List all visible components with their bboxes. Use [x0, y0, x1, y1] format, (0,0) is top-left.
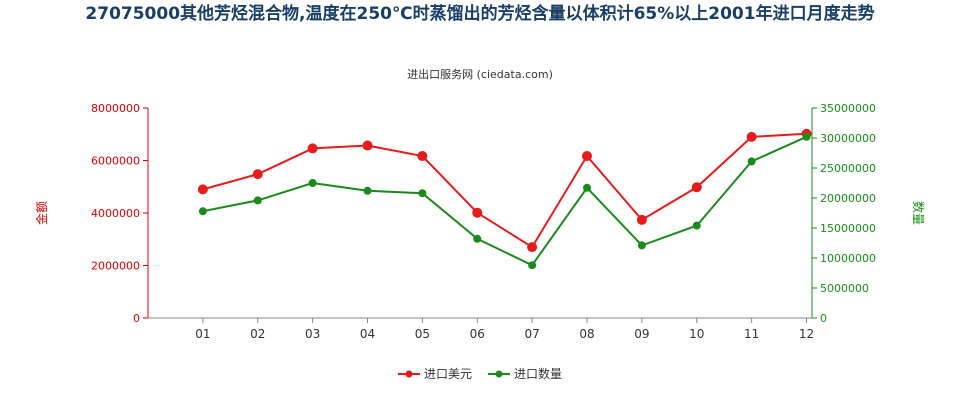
data-point-import-quantity	[637, 241, 646, 250]
data-point-import-value	[691, 182, 702, 193]
x-tick-label: 12	[799, 327, 814, 341]
x-tick-label: 01	[195, 327, 210, 341]
right-tick-label: 5000000	[820, 282, 869, 295]
x-tick-label: 05	[415, 327, 430, 341]
data-point-import-value	[582, 151, 593, 162]
data-point-import-value	[362, 140, 373, 151]
right-tick-label: 15000000	[820, 222, 876, 235]
x-tick-label: 03	[305, 327, 320, 341]
data-point-import-value	[307, 143, 318, 154]
data-point-import-quantity	[198, 207, 207, 216]
legend-label-import-value: 进口美元	[424, 367, 472, 381]
data-point-import-value	[417, 151, 428, 162]
data-point-import-quantity	[363, 186, 372, 195]
left-tick-label: 4000000	[91, 207, 140, 220]
legend-label-import-quantity: 进口数量	[514, 366, 562, 381]
data-point-import-value	[472, 207, 483, 218]
right-tick-label: 0	[820, 312, 827, 325]
x-tick-label: 09	[634, 327, 649, 341]
right-tick-label: 35000000	[820, 102, 876, 115]
chart-subtitle: 进出口服务网 (ciedata.com)	[407, 68, 553, 81]
left-tick-label: 8000000	[91, 102, 140, 115]
series-line-import-value	[202, 132, 807, 249]
x-tick-label: 11	[744, 327, 759, 341]
right-tick-label: 10000000	[820, 252, 876, 265]
data-point-import-quantity	[418, 189, 427, 198]
data-point-import-value	[636, 214, 647, 225]
right-tick-label: 20000000	[820, 192, 876, 205]
y-left-axis-label: 金额	[34, 201, 49, 225]
data-point-import-quantity	[473, 234, 482, 243]
data-point-import-quantity	[253, 196, 262, 205]
chart-title: 27075000其他芳烃混合物,温度在250℃时蒸馏出的芳烃含量以体积计65%以…	[85, 4, 875, 24]
left-tick-label: 0	[133, 312, 140, 325]
data-point-import-quantity	[802, 132, 811, 141]
data-point-import-value	[746, 131, 757, 142]
x-tick-label: 07	[524, 327, 539, 341]
legend-marker-import-quantity	[495, 370, 503, 378]
data-point-import-quantity	[528, 261, 537, 270]
y-right-axis-label: 数量	[911, 201, 926, 225]
right-tick-label: 25000000	[820, 162, 876, 175]
x-tick-label: 10	[689, 327, 704, 341]
data-point-import-quantity	[747, 157, 756, 166]
x-tick-label: 08	[579, 327, 594, 341]
x-tick-label: 02	[250, 327, 265, 341]
data-point-import-value	[252, 169, 263, 180]
data-point-import-quantity	[308, 179, 317, 187]
data-point-import-value	[197, 184, 208, 195]
x-tick-label: 04	[360, 327, 375, 341]
right-tick-label: 30000000	[820, 132, 876, 145]
data-point-import-quantity	[692, 221, 701, 230]
data-point-import-value	[527, 242, 538, 253]
x-tick-label: 06	[470, 327, 485, 341]
left-tick-label: 2000000	[91, 260, 140, 273]
series-line-import-quantity	[202, 135, 807, 267]
legend-marker-import-value	[405, 370, 413, 378]
left-tick-label: 6000000	[91, 155, 140, 168]
data-point-import-quantity	[583, 183, 592, 192]
